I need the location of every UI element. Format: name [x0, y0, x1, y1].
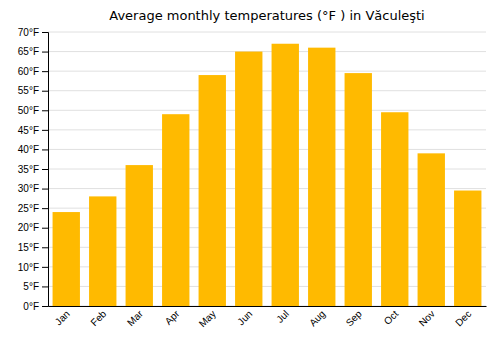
- y-tick-label: 70°F: [18, 27, 39, 38]
- y-tick-mark: [42, 189, 48, 190]
- y-tick: 50°F: [18, 105, 48, 116]
- y-tick: 55°F: [18, 85, 48, 96]
- y-tick-mark: [42, 110, 48, 111]
- x-axis-line: [49, 306, 487, 307]
- grid-line: [48, 149, 486, 150]
- y-tick-mark: [42, 306, 48, 307]
- y-axis-line: [42, 33, 49, 307]
- y-tick: 45°F: [18, 125, 48, 136]
- y-tick-label: 60°F: [18, 66, 39, 77]
- y-tick: 35°F: [18, 164, 48, 175]
- x-tick-label: Jan: [53, 308, 72, 327]
- x-tick: Apr: [163, 308, 182, 327]
- y-tick: 5°F: [23, 281, 48, 292]
- y-tick-mark: [42, 149, 48, 150]
- bars: [53, 44, 482, 306]
- grid: [48, 32, 486, 306]
- y-tick-label: 45°F: [18, 125, 39, 136]
- bar: [418, 153, 445, 306]
- plot: 0°F 5°F 10°F 15°F 20°F 25°F 30°F 35°F 40°F 45°F 50…: [18, 27, 487, 330]
- x-tick: Jul: [274, 308, 291, 325]
- y-tick: 25°F: [18, 203, 48, 214]
- y-axis: 0°F 5°F 10°F 15°F 20°F 25°F 30°F 35°F 40°F 45°F 50…: [18, 27, 49, 312]
- grid-line: [48, 32, 486, 33]
- x-tick: May: [197, 308, 218, 329]
- x-tick-label: Oct: [382, 308, 401, 327]
- y-tick-mark: [42, 71, 48, 72]
- x-tick: Aug: [307, 308, 327, 328]
- bar: [454, 191, 481, 306]
- x-tick: Sep: [344, 308, 365, 329]
- y-tick-mark: [42, 286, 48, 287]
- y-tick-label: 15°F: [18, 242, 39, 253]
- y-tick-label: 65°F: [18, 46, 39, 57]
- x-tick: Nov: [417, 308, 437, 328]
- x-tick-label: Jul: [274, 308, 291, 325]
- bar: [381, 112, 408, 306]
- x-tick-label: Feb: [88, 308, 108, 328]
- x-tick-label: Mar: [125, 308, 145, 328]
- bar: [162, 114, 189, 306]
- chart: 0°F 5°F 10°F 15°F 20°F 25°F 30°F 35°F 40°F 45°F 50…: [0, 0, 500, 350]
- y-tick: 20°F: [18, 222, 48, 233]
- x-tick: Jan: [53, 308, 72, 327]
- y-tick-label: 55°F: [18, 85, 39, 96]
- x-tick-label: Nov: [417, 308, 437, 328]
- x-tick-label: Jun: [235, 308, 254, 327]
- x-tick: Jun: [235, 308, 254, 327]
- bar: [272, 44, 299, 306]
- x-tick-label: Dec: [453, 308, 473, 328]
- y-tick: 15°F: [18, 242, 48, 253]
- x-tick-label: Apr: [163, 308, 182, 327]
- y-tick: 40°F: [18, 144, 48, 155]
- grid-line: [48, 71, 486, 72]
- y-tick-mark: [42, 228, 48, 229]
- y-tick-mark: [42, 32, 48, 33]
- title: Average monthly temperatures (°F ) in Vă…: [109, 8, 424, 23]
- y-tick-label: 10°F: [18, 262, 39, 273]
- x-axis: Jan Feb Mar Apr May Jun Jul Aug Sep Oct Nov Dec: [49, 307, 487, 330]
- bar: [89, 196, 116, 306]
- x-tick-label: May: [197, 308, 218, 329]
- x-tick-label: Aug: [307, 308, 327, 328]
- y-tick-mark: [42, 52, 48, 53]
- y-tick-mark: [42, 247, 48, 248]
- grid-line: [48, 51, 486, 52]
- y-tick: 0°F: [23, 301, 48, 312]
- y-tick: 30°F: [18, 183, 48, 194]
- bar: [199, 75, 226, 306]
- y-tick-mark: [42, 267, 48, 268]
- bar: [308, 48, 335, 306]
- bar: [345, 73, 372, 306]
- y-tick-label: 40°F: [18, 144, 39, 155]
- y-tick-label: 0°F: [23, 301, 39, 312]
- y-tick-label: 20°F: [18, 222, 39, 233]
- y-tick: 10°F: [18, 262, 48, 273]
- grid-line: [48, 90, 486, 91]
- x-tick: Mar: [125, 308, 145, 328]
- y-tick-label: 25°F: [18, 203, 39, 214]
- grid-line: [48, 129, 486, 130]
- y-tick-label: 50°F: [18, 105, 39, 116]
- bar: [235, 52, 262, 306]
- bar: [126, 165, 153, 306]
- y-tick-label: 35°F: [18, 164, 39, 175]
- y-tick-mark: [42, 91, 48, 92]
- y-tick-mark: [42, 208, 48, 209]
- x-tick: Feb: [88, 308, 108, 328]
- y-tick-label: 30°F: [18, 183, 39, 194]
- grid-line: [48, 110, 486, 111]
- x-tick-label: Sep: [344, 308, 365, 329]
- y-tick: 60°F: [18, 66, 48, 77]
- y-tick-label: 5°F: [23, 281, 39, 292]
- x-tick: Dec: [453, 308, 473, 328]
- y-tick-mark: [42, 169, 48, 170]
- y-tick-mark: [42, 130, 48, 131]
- x-tick: Oct: [382, 308, 401, 327]
- y-tick: 70°F: [18, 27, 48, 38]
- bar: [53, 212, 80, 306]
- y-tick: 65°F: [18, 46, 48, 57]
